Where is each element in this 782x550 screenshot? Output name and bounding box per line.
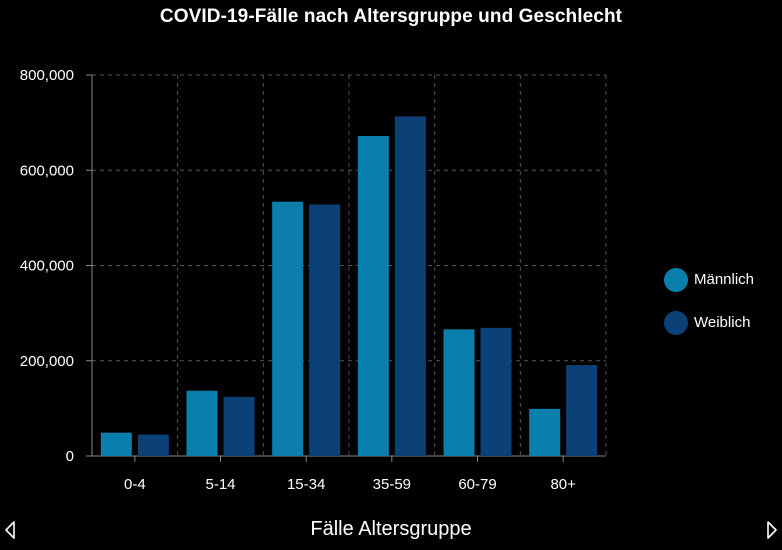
y-tick-label: 400,000 (20, 258, 74, 275)
bar-weiblich-0-4[interactable] (137, 434, 169, 456)
bar-weiblich-15-34[interactable] (309, 204, 341, 456)
y-tick-label: 200,000 (20, 353, 74, 370)
legend-swatch-weiblich (664, 310, 688, 335)
bar-mnnlich-0-4[interactable] (100, 432, 132, 456)
y-tick-label: 800,000 (20, 67, 74, 84)
bar-weiblich-60-79[interactable] (480, 327, 512, 456)
y-tick-label: 600,000 (20, 162, 74, 179)
legend: Männlich Weiblich (664, 258, 754, 344)
x-tick-label: 5-14 (205, 476, 235, 493)
chart-title: COVID-19-Fälle nach Altersgruppe und Ges… (159, 6, 623, 27)
legend-label: Weiblich (694, 314, 751, 331)
axes (86, 74, 606, 462)
bars (100, 116, 598, 456)
legend-swatch-maennlich (664, 267, 688, 292)
legend-item-weiblich[interactable]: Weiblich (664, 301, 754, 344)
y-tick-label: 0 (66, 448, 74, 465)
bar-weiblich-80+[interactable] (566, 365, 598, 456)
bar-weiblich-5-14[interactable] (223, 396, 255, 456)
legend-item-maennlich[interactable]: Männlich (664, 258, 754, 301)
bar-weiblich-35-59[interactable] (394, 116, 426, 456)
bar-mnnlich-60-79[interactable] (443, 329, 475, 456)
bar-mnnlich-80+[interactable] (529, 408, 561, 456)
x-tick-label: 80+ (550, 476, 576, 493)
x-tick-label: 0-4 (124, 476, 146, 493)
triangle-right-icon[interactable] (766, 520, 778, 545)
bar-mnnlich-15-34[interactable] (272, 201, 304, 456)
bar-mnnlich-5-14[interactable] (186, 390, 218, 456)
x-tick-label: 15-34 (287, 476, 325, 493)
grid-lines (92, 74, 607, 456)
legend-label: Männlich (694, 271, 755, 288)
bar-mnnlich-35-59[interactable] (357, 135, 389, 456)
footer-category-label: Fälle Altersgruppe (310, 518, 472, 540)
triangle-left-icon[interactable] (4, 520, 16, 545)
x-tick-label: 35-59 (373, 476, 411, 493)
tick-labels: 0 200,000 400,000 600,000 800,000 0-4 5-14 15-3… (20, 67, 576, 493)
x-tick-label: 60-79 (458, 476, 496, 493)
